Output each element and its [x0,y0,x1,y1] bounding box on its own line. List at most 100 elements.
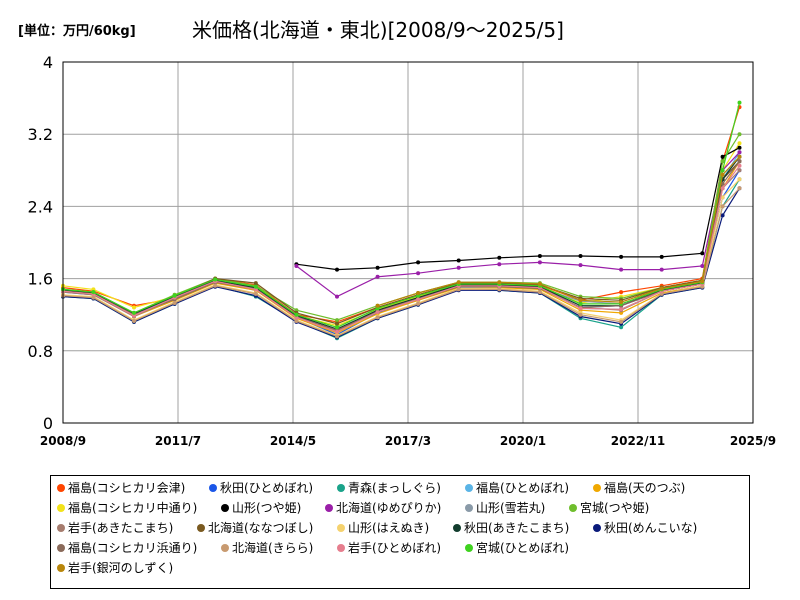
legend-item: 北海道(ななつぼし) [197,521,313,535]
gridlines [62,61,754,424]
x-tick-label: 2025/9 [730,434,776,448]
data-point [700,264,705,268]
y-tick-label: 0 [43,414,53,433]
data-point [537,260,542,265]
legend-marker-icon [221,544,229,552]
data-point [294,264,299,268]
data-point [375,274,380,279]
data-point [213,277,218,282]
legend-item: 北海道(ゆめぴりか) [325,501,441,515]
legend-label: 山形(つや姫) [232,501,302,515]
y-tick-label: 4 [43,53,53,72]
legend-label: 福島(コシヒカリ浜通り) [68,541,198,555]
legend-label: 宮城(つや姫) [580,501,650,515]
legend-item: 北海道(きらら) [221,541,313,555]
data-point [619,300,624,305]
legend-label: 山形(はえぬき) [348,521,430,535]
legend-marker-icon [209,484,217,492]
data-point [619,290,624,295]
data-point [335,329,339,334]
data-point [737,141,742,146]
data-point [720,195,725,200]
data-point [375,265,380,270]
series-0 [61,105,742,324]
legend-label: 岩手(あきたこまち) [68,521,174,535]
legend: 福島(コシヒカリ会津) 秋田(ひとめぼれ) 青森(まっしぐら) 福島(ひとめぼれ) 福島… [50,475,750,589]
legend-item: 福島(天のつぶ) [593,481,685,495]
data-point [253,281,258,286]
series-lines [61,100,742,341]
legend-marker-icon [569,504,577,512]
data-point [659,286,664,291]
data-point [619,319,624,324]
legend-item: 福島(コシヒカリ中通り) [57,501,197,515]
data-point [578,254,583,258]
data-point [132,319,136,323]
legend-label: 岩手(ひとめぼれ) [348,541,442,555]
legend-label: 北海道(きらら) [232,541,314,555]
data-point [335,267,339,272]
x-tick-label: 2022/11 [611,434,665,448]
legend-label: 宮城(ひとめぼれ) [476,541,570,555]
data-point [497,255,502,260]
data-point [335,294,339,299]
data-point [416,271,421,276]
legend-marker-icon [57,504,65,512]
data-point [416,291,421,295]
data-point [497,287,502,292]
data-point [213,283,218,288]
data-point [335,318,339,323]
legend-item: 福島(ひとめぼれ) [465,481,569,495]
series-7 [294,150,742,299]
data-point [578,298,583,303]
data-point [335,334,339,339]
data-point [659,267,664,272]
data-point [132,305,136,310]
legend-marker-icon [593,484,601,492]
data-point [578,263,583,268]
legend-label: 福島(コシヒカリ中通り) [68,501,198,515]
legend-label: 福島(コシヒカリ会津) [68,481,186,495]
data-point [578,312,583,317]
data-point [737,177,742,182]
data-point [619,267,624,272]
data-point [375,303,380,308]
data-point [416,297,421,302]
legend-marker-icon [57,524,65,532]
legend-item: 福島(コシヒカリ浜通り) [57,541,197,555]
plot-frame [62,61,754,424]
legend-marker-icon [221,504,229,512]
series-19 [375,154,742,308]
legend-item: 秋田(めんこいな) [593,521,697,535]
legend-marker-icon [593,524,601,532]
legend-item: 秋田(ひとめぼれ) [209,481,313,495]
legend-item: 岩手(ひとめぼれ) [337,541,441,555]
unit-label: [単位：万円/60kg] [18,24,136,39]
series-line [296,147,740,271]
data-point [737,168,742,173]
data-point [578,301,583,306]
data-point [720,213,725,218]
legend-label: 岩手(銀河のしずく) [68,561,174,575]
legend-item: 山形(雪若丸) [465,501,545,515]
data-point [335,325,339,330]
legend-marker-icon [465,544,473,552]
data-point [497,280,502,285]
data-point [537,254,542,258]
legend-label: 青森(まっしぐら) [348,481,441,495]
data-point [456,280,461,285]
legend-marker-icon [57,564,65,572]
series-line [296,151,740,298]
legend-marker-icon [197,524,205,532]
legend-item: 青森(まっしぐら) [337,481,441,495]
legend-marker-icon [453,524,461,532]
data-point [737,150,742,155]
data-point [335,321,339,326]
legend-item: 宮城(ひとめぼれ) [465,541,569,555]
series-2 [61,177,742,341]
data-point [619,254,624,259]
y-tick-label: 0.8 [28,342,53,361]
data-point [737,159,742,164]
legend-marker-icon [57,544,65,552]
legend-marker-icon [465,484,473,492]
